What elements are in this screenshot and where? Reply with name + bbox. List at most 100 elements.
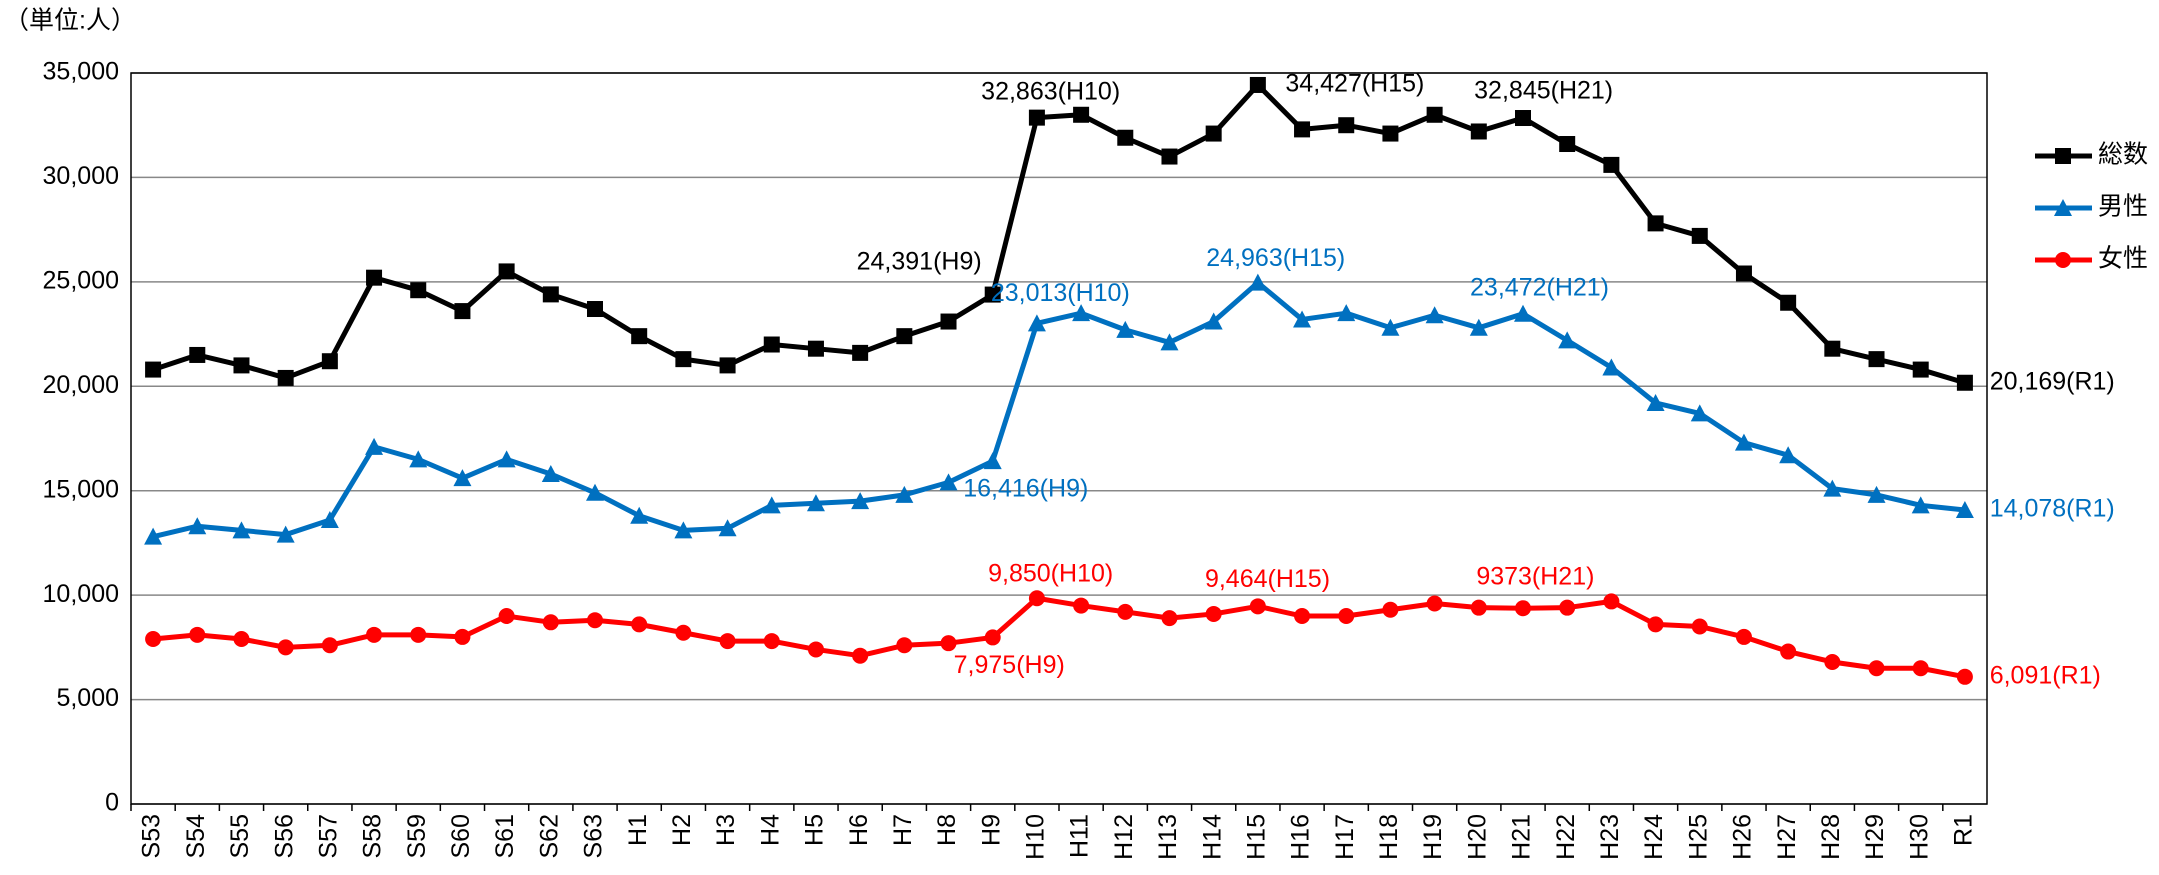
data-point <box>1426 106 1443 123</box>
data-point <box>498 608 515 625</box>
data-point <box>1294 608 1311 625</box>
data-label: 20,169(R1) <box>1990 367 2115 395</box>
data-point <box>1249 76 1266 93</box>
data-point <box>1956 668 1973 685</box>
data-point <box>1912 361 1929 378</box>
x-tick-label: S63 <box>580 814 608 858</box>
x-tick-label: H15 <box>1242 814 1270 860</box>
data-point <box>939 473 958 491</box>
data-point <box>1073 106 1090 123</box>
data-point <box>1028 590 1045 607</box>
data-point <box>896 637 913 654</box>
data-point <box>718 519 737 537</box>
data-point <box>541 465 560 483</box>
data-point <box>232 521 251 539</box>
x-tick-label: H26 <box>1729 814 1757 860</box>
data-point <box>1470 599 1487 616</box>
data-point <box>630 506 649 524</box>
data-label: 9373(H21) <box>1476 563 1594 591</box>
legend-marker <box>2054 199 2072 216</box>
data-point <box>497 450 516 468</box>
data-point <box>631 616 648 633</box>
data-point <box>675 351 692 368</box>
y-tick-label: 15,000 <box>43 475 119 503</box>
data-point <box>454 303 471 320</box>
y-tick-label: 25,000 <box>43 266 119 294</box>
data-point <box>1294 121 1311 138</box>
x-tick-label: H2 <box>668 814 696 846</box>
data-point <box>453 469 472 487</box>
data-point <box>1337 304 1356 322</box>
data-point <box>1117 129 1134 146</box>
data-point <box>1823 479 1842 497</box>
data-point <box>145 361 162 378</box>
data-point <box>1027 314 1046 332</box>
legend-marker <box>2055 252 2071 268</box>
data-point <box>1868 351 1885 368</box>
data-point <box>276 525 295 543</box>
x-tick-label: H11 <box>1066 814 1094 858</box>
data-point <box>1603 593 1620 610</box>
data-point <box>1204 312 1223 330</box>
data-point <box>1426 595 1443 612</box>
x-tick-label: H12 <box>1110 814 1138 860</box>
x-tick-label: H14 <box>1198 814 1226 860</box>
data-point <box>1470 123 1487 140</box>
data-point <box>1205 125 1222 142</box>
y-tick-label: 5,000 <box>56 684 119 712</box>
x-tick-label: S60 <box>447 814 475 858</box>
x-tick-label: H25 <box>1684 814 1712 860</box>
x-tick-label: H20 <box>1463 814 1491 860</box>
data-point <box>1867 485 1886 503</box>
data-point <box>1381 318 1400 336</box>
data-label: 23,013(H10) <box>991 279 1130 307</box>
data-point <box>1780 294 1797 311</box>
x-tick-label: H16 <box>1287 814 1315 860</box>
x-tick-label: S57 <box>314 814 342 858</box>
x-tick-label: H7 <box>889 814 917 846</box>
x-tick-label: H4 <box>756 814 784 846</box>
data-label: 32,863(H10) <box>981 77 1120 105</box>
legend-label: 女性 <box>2098 245 2148 273</box>
x-tick-label: H18 <box>1375 814 1403 860</box>
data-point <box>1382 601 1399 618</box>
data-point <box>675 624 692 641</box>
x-tick-label: H30 <box>1905 814 1933 860</box>
data-point <box>896 328 913 345</box>
data-label: 7,975(H9) <box>954 651 1065 679</box>
data-point <box>1515 110 1531 127</box>
data-point <box>807 340 824 357</box>
data-point <box>806 494 825 512</box>
data-point <box>1514 304 1532 322</box>
x-tick-label: H23 <box>1596 814 1624 860</box>
data-point <box>1293 310 1312 328</box>
data-point <box>321 353 338 370</box>
data-point <box>1956 374 1973 391</box>
data-point <box>277 369 294 386</box>
data-point <box>1559 136 1576 153</box>
data-point <box>719 357 736 374</box>
y-tick-label: 0 <box>105 789 119 817</box>
x-tick-label: S59 <box>403 814 431 858</box>
data-point <box>1911 496 1930 514</box>
data-point <box>321 637 338 654</box>
data-point <box>189 626 206 643</box>
data-point <box>587 612 603 629</box>
data-point <box>1691 618 1708 635</box>
x-tick-label: S62 <box>535 814 563 858</box>
data-point <box>1072 304 1091 322</box>
x-tick-label: H8 <box>933 814 961 846</box>
data-point <box>1735 265 1752 282</box>
data-point <box>895 485 914 503</box>
data-point <box>1824 340 1841 357</box>
data-point <box>983 452 1002 470</box>
data-point <box>1559 599 1576 616</box>
data-label: 32,845(H21) <box>1474 76 1613 104</box>
data-point <box>1382 125 1399 142</box>
y-tick-label: 35,000 <box>43 58 119 86</box>
data-point <box>1691 227 1708 244</box>
data-point <box>1602 358 1621 376</box>
data-point <box>277 639 294 656</box>
data-point <box>366 626 383 643</box>
